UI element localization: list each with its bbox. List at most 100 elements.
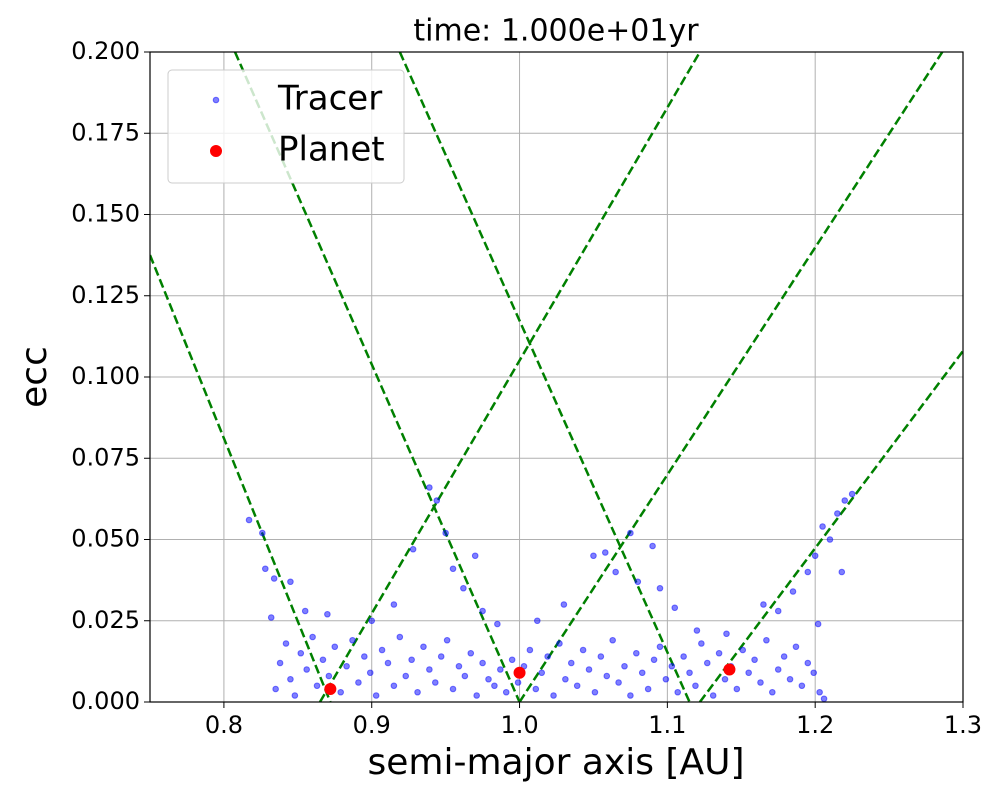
tracer-point xyxy=(560,601,568,608)
tracer-point xyxy=(384,659,392,667)
tracer-point xyxy=(426,666,433,673)
tracer-point xyxy=(627,692,634,699)
tracer-point xyxy=(745,669,752,677)
tracer-point xyxy=(426,484,433,491)
tracer-point xyxy=(590,552,597,560)
tracer-point xyxy=(479,659,486,667)
tracer-point xyxy=(245,516,253,524)
tracer-point xyxy=(409,545,417,553)
tracer-point xyxy=(479,607,486,615)
tracer-point xyxy=(533,617,541,625)
tracer-point xyxy=(366,669,374,677)
x-tick-label: 0.9 xyxy=(353,711,391,739)
tracer-point xyxy=(261,565,269,573)
x-tick-label: 0.8 xyxy=(205,711,243,739)
tracer-point xyxy=(612,568,619,576)
tracer-point xyxy=(461,672,469,680)
tracer-point xyxy=(337,688,344,696)
tracer-point xyxy=(848,490,856,498)
legend-label: Planet xyxy=(278,130,385,170)
tracer-point xyxy=(721,675,729,683)
tracer-point xyxy=(633,649,640,657)
tracer-point xyxy=(538,669,546,677)
tracer-point xyxy=(455,662,463,670)
tracer-point xyxy=(485,675,492,683)
tracer-point xyxy=(270,575,278,582)
reference-line xyxy=(150,254,332,702)
y-tick-label: 0.100 xyxy=(71,362,140,390)
x-axis-label: semi-major axis [AU] xyxy=(368,742,745,783)
tracer-point xyxy=(467,649,475,657)
tracer-point xyxy=(579,646,587,654)
legend: Tracer Planet xyxy=(167,69,405,184)
tracer-point xyxy=(816,688,823,696)
tracer-point xyxy=(723,630,730,638)
legend-marker xyxy=(210,145,222,157)
tracer-point xyxy=(634,578,642,586)
tracer-point xyxy=(789,588,797,595)
tracer-point xyxy=(686,669,693,677)
tracer-point xyxy=(615,679,622,686)
tracer-point xyxy=(287,578,294,586)
y-tick-label: 0.125 xyxy=(71,281,140,309)
tracer-point xyxy=(497,666,504,673)
chart-title: time: 1.000e+01yr xyxy=(413,14,699,49)
tracer-point xyxy=(698,640,705,647)
y-tick-label: 0.025 xyxy=(71,606,140,634)
tracer-point xyxy=(267,614,275,621)
tracer-point xyxy=(810,669,818,677)
planet-point xyxy=(324,683,337,695)
tracer-point xyxy=(437,653,445,660)
tracer-point xyxy=(550,692,557,699)
x-tick-label: 1.1 xyxy=(648,711,686,739)
tracer-point xyxy=(662,675,670,683)
tracer-point xyxy=(769,688,776,696)
y-axis-label: ecc xyxy=(14,346,55,408)
tracer-point xyxy=(763,636,770,644)
legend-box xyxy=(167,69,405,184)
tracer-point xyxy=(514,679,522,686)
tracer-point xyxy=(644,685,652,693)
tracer-point xyxy=(819,523,826,530)
tracer-point xyxy=(494,620,501,628)
tracer-point xyxy=(368,617,376,625)
tracer-point xyxy=(502,688,510,696)
tracer-point xyxy=(355,679,362,686)
tracer-point xyxy=(757,679,764,686)
tracer-point xyxy=(443,636,451,644)
tracer-point xyxy=(460,584,467,592)
tracer-point xyxy=(603,672,611,680)
tracer-point xyxy=(597,653,605,660)
tracer-point xyxy=(372,692,380,699)
reference-line xyxy=(698,350,963,702)
tracer-point xyxy=(408,656,415,664)
tracer-point xyxy=(780,653,788,660)
tracer-point xyxy=(544,653,551,660)
tracer-point xyxy=(774,666,782,673)
tracer-point xyxy=(282,640,290,647)
tracer-point xyxy=(804,659,812,667)
tracer-point xyxy=(826,536,834,543)
tracer-point xyxy=(838,568,846,576)
tracer-point xyxy=(786,675,794,683)
tracer-point xyxy=(390,601,398,608)
tracer-point xyxy=(680,653,687,660)
ticks: 0.8 0.9 1.0 1.1 1.2 1.3 0.000 0.025 0.050 0.075 0.… xyxy=(71,37,982,739)
tracer-point xyxy=(709,692,717,699)
tracer-point xyxy=(303,666,310,673)
tracer-point xyxy=(349,636,356,644)
tracer-point xyxy=(601,549,609,556)
tracer-point xyxy=(313,682,321,690)
tracer-point xyxy=(792,643,800,651)
tracer-point xyxy=(301,607,309,615)
tracer-point xyxy=(715,649,723,657)
tracer-point xyxy=(638,669,646,677)
tracer-point xyxy=(449,685,457,693)
tracer-point xyxy=(420,643,427,651)
tracer-point xyxy=(291,692,299,699)
y-tick-label: 0.200 xyxy=(71,37,140,65)
legend-label: Tracer xyxy=(277,79,382,119)
tracer-point xyxy=(449,565,457,573)
tracer-point xyxy=(402,672,410,680)
